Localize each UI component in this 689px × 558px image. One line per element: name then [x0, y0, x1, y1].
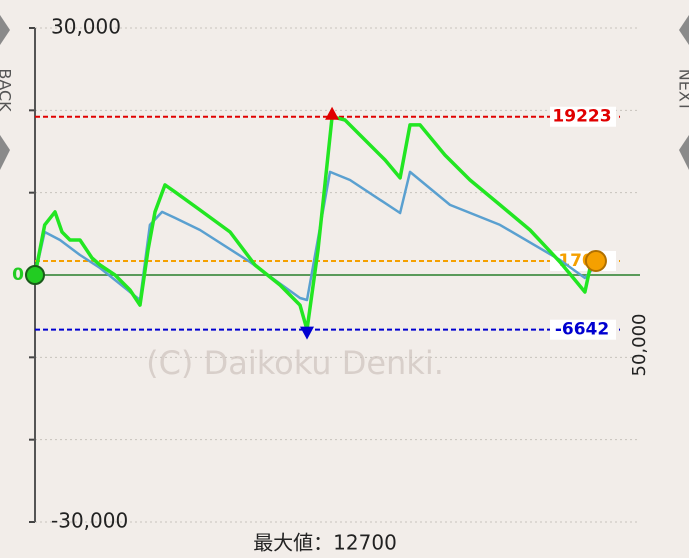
- x-tick-label: 50,000: [629, 314, 650, 377]
- footer: 最大値：12700: [253, 531, 397, 555]
- y-tick-label: -30,000: [51, 509, 128, 533]
- next-arrow: [679, 135, 689, 170]
- reference-label: -6642: [555, 320, 609, 340]
- end-marker: [584, 250, 607, 273]
- start-marker: [25, 265, 45, 285]
- back-arrow: [0, 135, 10, 170]
- next-label: NEXT: [676, 69, 689, 112]
- next-arrow: [679, 15, 689, 45]
- reference-label: 19223: [552, 107, 611, 127]
- back-arrow: [0, 15, 10, 45]
- min-marker: [300, 326, 315, 340]
- max-marker: [325, 106, 340, 120]
- start-label: 0: [12, 265, 24, 285]
- reference-label-bg: [550, 106, 616, 127]
- reference-label-bg: [550, 319, 616, 340]
- watermark: (C) Daikoku Denki.: [146, 344, 444, 382]
- series-line: [33, 114, 598, 332]
- back-button[interactable]: BACK: [0, 15, 15, 170]
- back-label: BACK: [0, 68, 15, 112]
- y-tick-label: 30,000: [51, 15, 121, 39]
- next-button[interactable]: NEXT: [676, 15, 689, 170]
